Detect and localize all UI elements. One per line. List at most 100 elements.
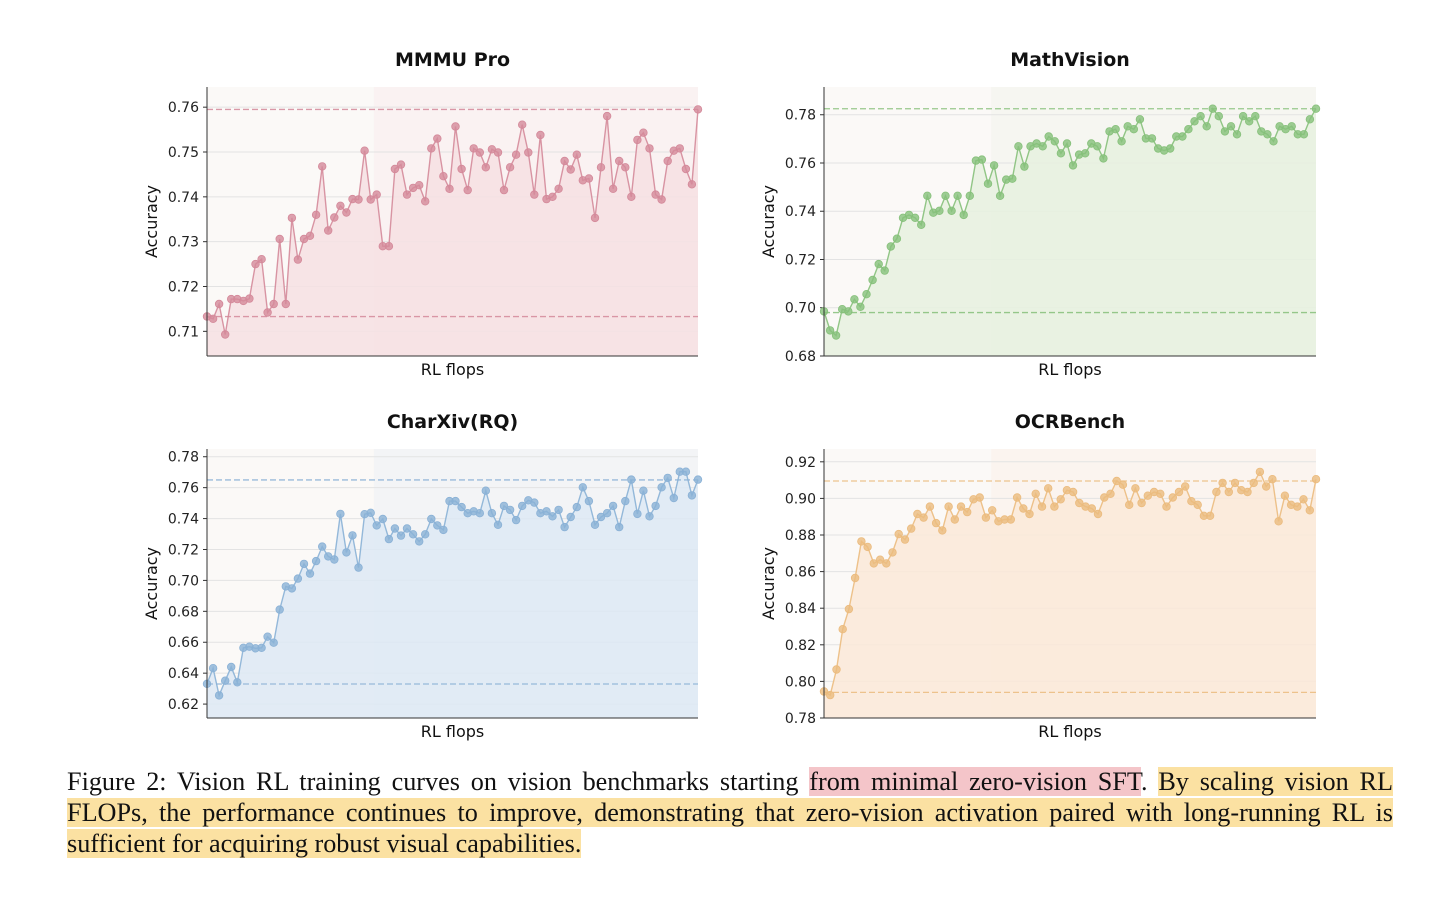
data-point: [293, 574, 303, 583]
data-point: [1080, 149, 1090, 158]
y-tick-label: 0.72: [168, 542, 199, 558]
data-point: [1311, 104, 1321, 113]
data-point: [869, 559, 878, 568]
data-point: [318, 162, 327, 171]
data-point: [681, 467, 691, 476]
data-point: [645, 512, 654, 521]
data-point: [1214, 111, 1223, 121]
y-tick-label: 0.90: [785, 491, 816, 507]
y-tick-label: 0.76: [168, 481, 199, 497]
data-point: [457, 164, 466, 174]
chart-ocrbench: 0.78 0.80 0.82 0.84 0.86 0.88 0.90 0.92 OCRBench…: [759, 411, 1321, 741]
data-point: [481, 163, 490, 172]
caption-prefix: Figure 2: Vision RL training curves on v…: [67, 767, 810, 796]
data-point: [669, 493, 678, 503]
y-tick-label: 0.68: [785, 349, 816, 365]
data-point: [1299, 130, 1309, 139]
data-point: [1261, 482, 1271, 491]
data-point: [311, 210, 321, 219]
y-tick-label: 0.70: [785, 301, 816, 317]
data-point: [1224, 487, 1233, 497]
data-point: [844, 307, 853, 316]
data-point: [1093, 142, 1102, 151]
data-point: [281, 299, 290, 309]
data-point: [675, 144, 684, 153]
data-point: [995, 191, 1005, 200]
data-point: [639, 128, 648, 137]
y-tick-label: 0.74: [168, 190, 199, 206]
data-point: [402, 524, 412, 533]
data-point: [886, 242, 895, 251]
data-point: [311, 556, 321, 566]
data-point: [1038, 142, 1047, 151]
data-point: [493, 520, 503, 529]
y-tick-label: 0.73: [168, 235, 199, 251]
data-point: [1299, 495, 1308, 504]
data-point: [342, 208, 351, 217]
data-point: [457, 502, 466, 512]
chart-mmmu-pro: 0.71 0.72 0.73 0.74 0.75 0.76 MMMU Pro RL flops…: [142, 49, 703, 379]
data-point: [251, 259, 260, 269]
data-point: [1056, 495, 1065, 504]
data-point: [518, 501, 527, 511]
data-point: [651, 501, 660, 511]
data-point: [1056, 149, 1066, 158]
data-point: [542, 507, 551, 516]
data-point: [439, 171, 448, 181]
area-fill: [824, 108, 1316, 356]
data-point: [1244, 117, 1254, 126]
x-axis-label: RL flops: [421, 722, 484, 741]
data-point: [578, 483, 587, 492]
data-point: [366, 508, 375, 517]
data-point: [938, 526, 947, 535]
data-point: [1168, 493, 1177, 502]
data-point: [1274, 517, 1283, 526]
data-point: [511, 515, 521, 525]
y-tick-label: 0.82: [785, 638, 816, 654]
data-point: [366, 195, 375, 204]
y-tick-label: 0.92: [785, 455, 816, 471]
data-point: [947, 206, 956, 215]
data-point: [354, 563, 363, 572]
series-line: [206, 109, 699, 335]
data-point: [475, 509, 484, 518]
data-point: [493, 148, 503, 157]
data-point: [214, 299, 224, 309]
data-point: [336, 201, 345, 210]
data-point: [427, 514, 436, 524]
data-point: [596, 512, 606, 522]
data-point: [892, 234, 902, 243]
data-point: [1174, 487, 1184, 497]
data-point: [1118, 480, 1128, 489]
data-point: [433, 521, 442, 530]
data-point: [907, 524, 916, 533]
data-point: [633, 509, 642, 519]
caption-middle: .: [1140, 767, 1159, 796]
data-point: [874, 259, 883, 269]
data-point: [214, 691, 224, 700]
y-tick-label: 0.72: [785, 252, 816, 268]
data-point: [220, 330, 230, 339]
y-tick-label: 0.64: [168, 666, 199, 682]
data-point: [445, 184, 454, 193]
data-point: [554, 505, 563, 515]
data-point: [530, 498, 539, 507]
x-axis-label: RL flops: [1038, 360, 1101, 379]
data-point: [923, 191, 932, 200]
chart-title: CharXiv(RQ): [387, 411, 518, 433]
data-point: [875, 555, 885, 564]
data-point: [396, 160, 406, 169]
data-point: [360, 146, 369, 155]
data-point: [518, 120, 527, 129]
data-point: [651, 190, 660, 199]
y-tick-label: 0.80: [785, 674, 816, 690]
data-point: [415, 537, 424, 546]
data-point: [1243, 487, 1252, 497]
data-point: [621, 163, 630, 172]
data-point: [919, 513, 928, 522]
data-point: [1044, 132, 1053, 141]
data-point: [608, 501, 618, 511]
data-point: [888, 548, 897, 557]
data-point: [988, 506, 997, 515]
data-point: [263, 632, 272, 641]
